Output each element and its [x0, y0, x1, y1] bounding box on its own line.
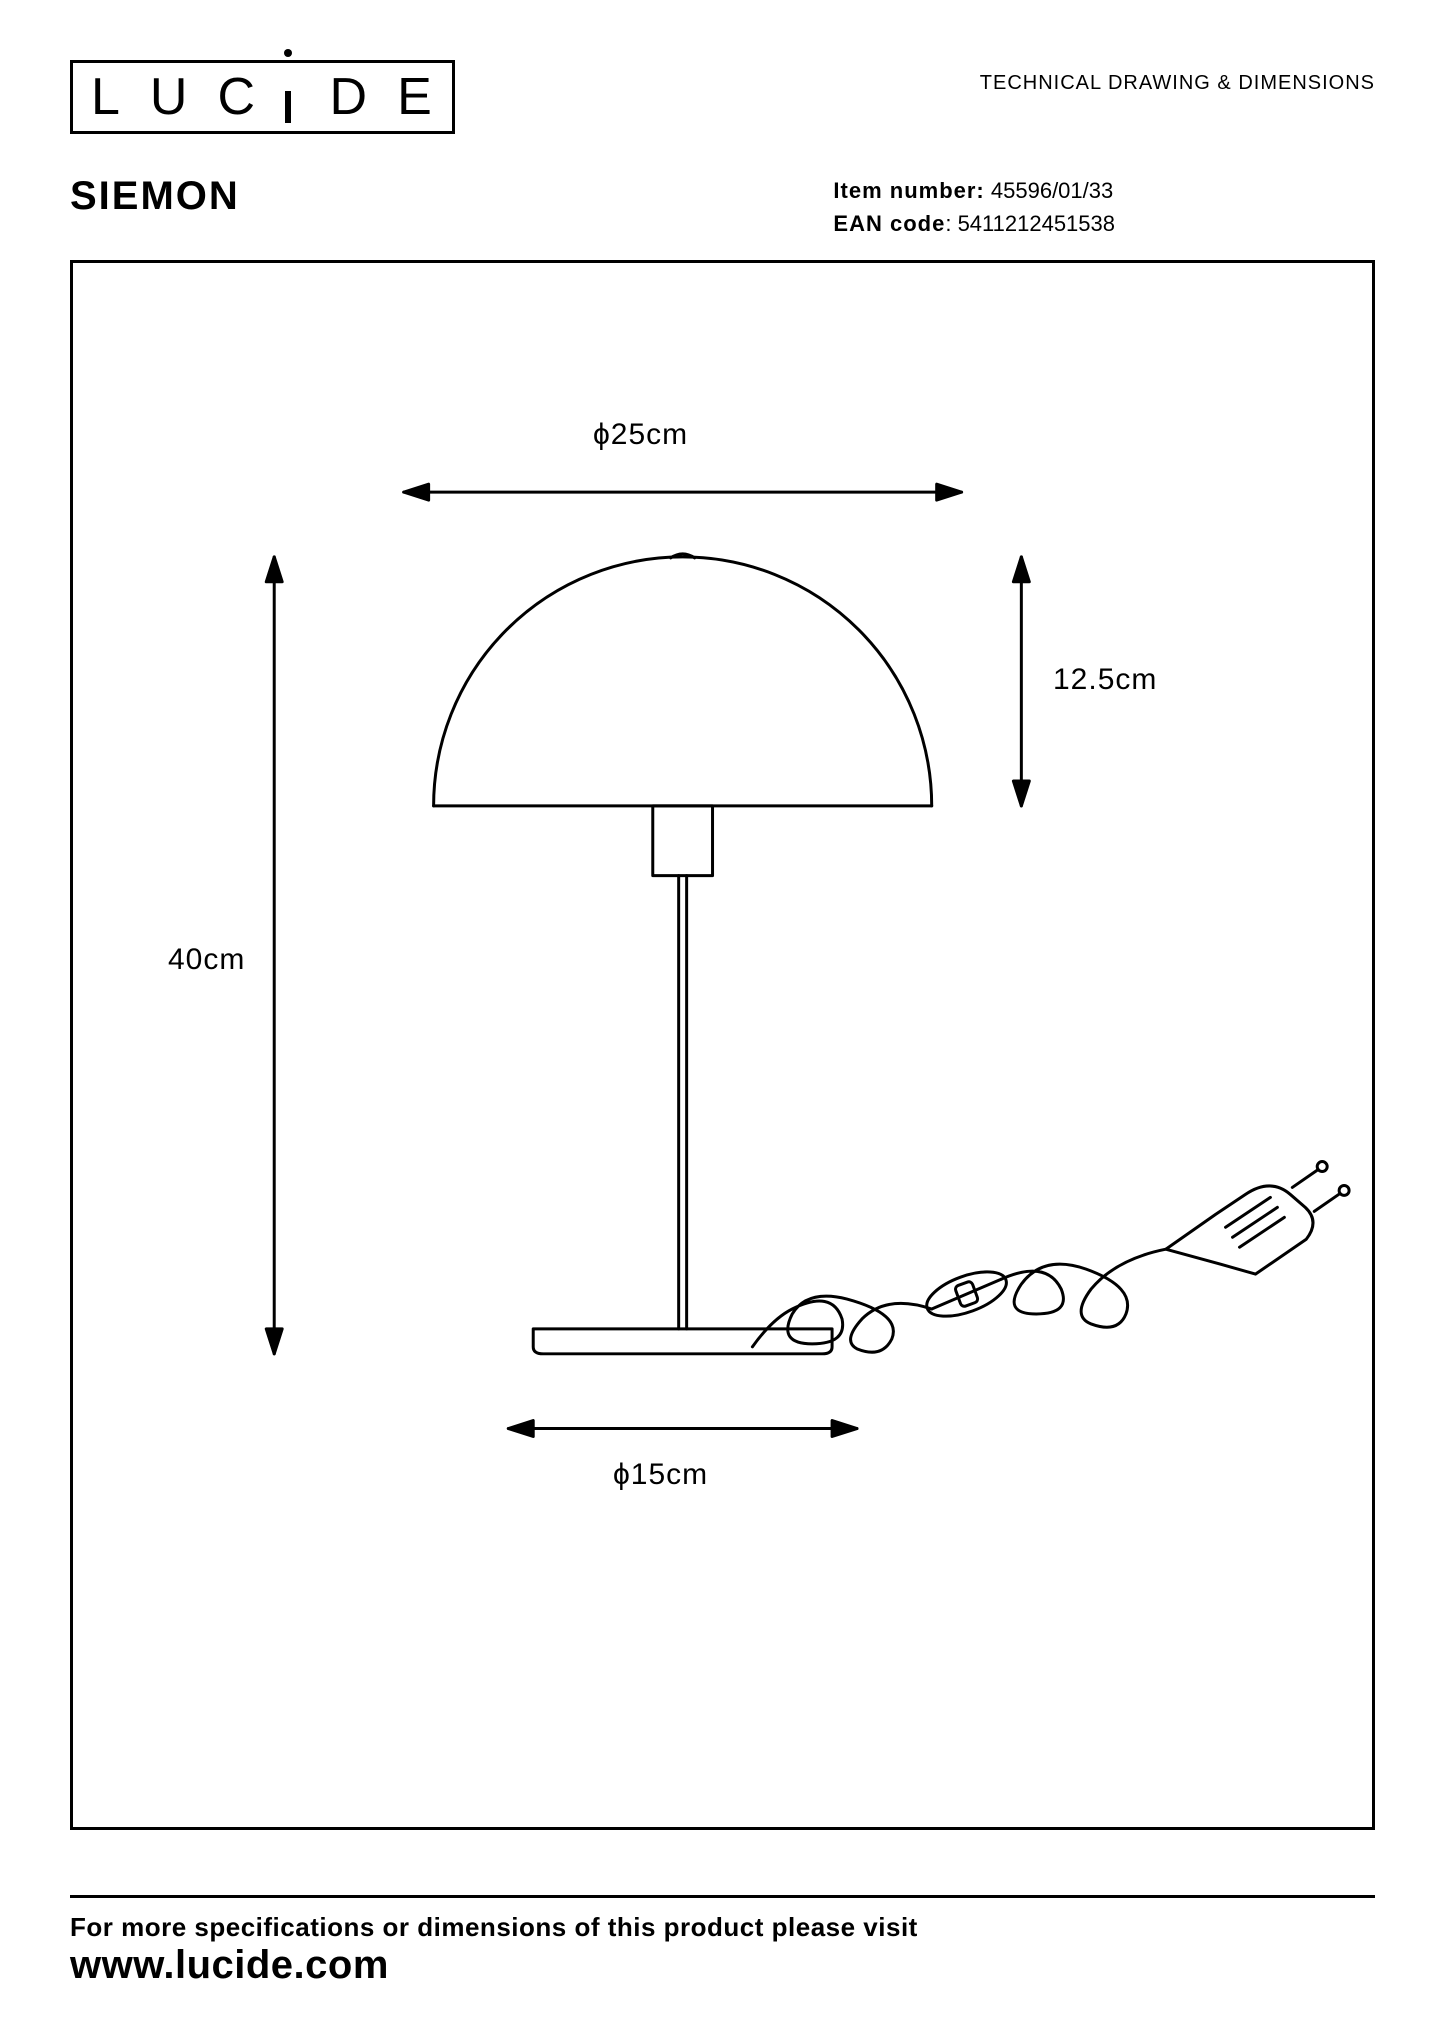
logo-letter: E: [397, 71, 434, 123]
brand-logo: L U C I D E: [70, 60, 455, 134]
product-name: SIEMON: [70, 174, 240, 219]
item-number: 45596/01/33: [991, 178, 1113, 203]
footer-text: For more specifications or dimensions of…: [70, 1912, 1375, 1943]
dim-shade-height: 12.5cm: [1053, 663, 1157, 697]
logo-letter: I: [285, 71, 301, 123]
dim-shade-diameter: ϕ25cm: [593, 418, 688, 452]
item-number-label: Item number:: [833, 178, 984, 203]
logo-letter: L: [91, 71, 122, 123]
dim-base-diameter: ϕ15cm: [613, 1458, 708, 1492]
drawing-svg: [73, 263, 1372, 1827]
footer-url: www.lucide.com: [70, 1943, 1375, 1988]
ean-label: EAN code: [833, 211, 945, 236]
technical-drawing: ϕ25cm 12.5cm 40cm ϕ15cm: [70, 260, 1375, 1830]
dim-total-height: 40cm: [168, 943, 245, 977]
header-title: TECHNICAL DRAWING & DIMENSIONS: [980, 60, 1375, 95]
logo-letter: U: [150, 71, 190, 123]
product-codes: Item number: 45596/01/33 EAN code: 54112…: [833, 174, 1115, 240]
logo-letter: C: [217, 71, 257, 123]
logo-letter: D: [330, 71, 370, 123]
footer: For more specifications or dimensions of…: [70, 1895, 1375, 1988]
ean-code: 5411212451538: [958, 211, 1115, 236]
